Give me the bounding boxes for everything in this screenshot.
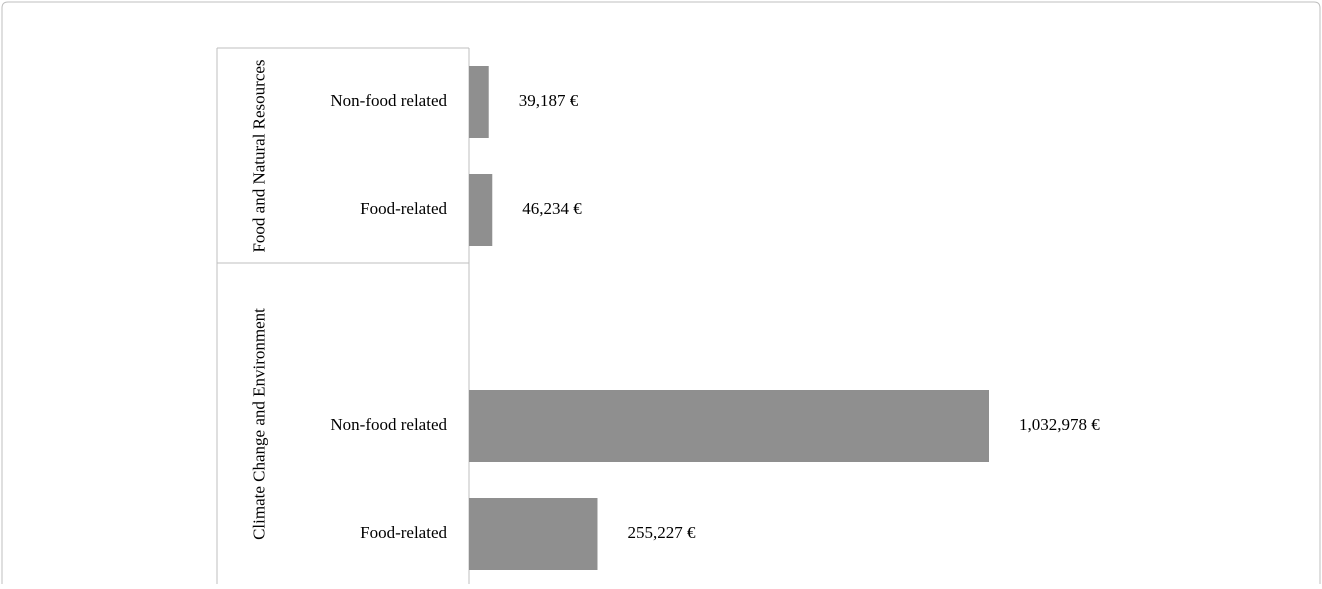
category-label: Non-food related xyxy=(330,91,447,110)
value-label: 255,227 € xyxy=(627,523,696,542)
bar xyxy=(469,390,989,462)
value-label: 46,234 € xyxy=(522,199,582,218)
category-label: Food-related xyxy=(360,199,447,218)
bar xyxy=(469,498,598,570)
bar xyxy=(469,174,493,246)
value-label: 39,187 € xyxy=(519,91,579,110)
category-label: Non-food related xyxy=(330,415,447,434)
category-label: Food-related xyxy=(360,523,447,542)
group-label: Food and Natural Resources xyxy=(249,58,268,253)
value-label: 1,032,978 € xyxy=(1019,415,1100,434)
bar xyxy=(469,66,489,138)
group-label: Climate Change and Environment xyxy=(249,307,268,540)
